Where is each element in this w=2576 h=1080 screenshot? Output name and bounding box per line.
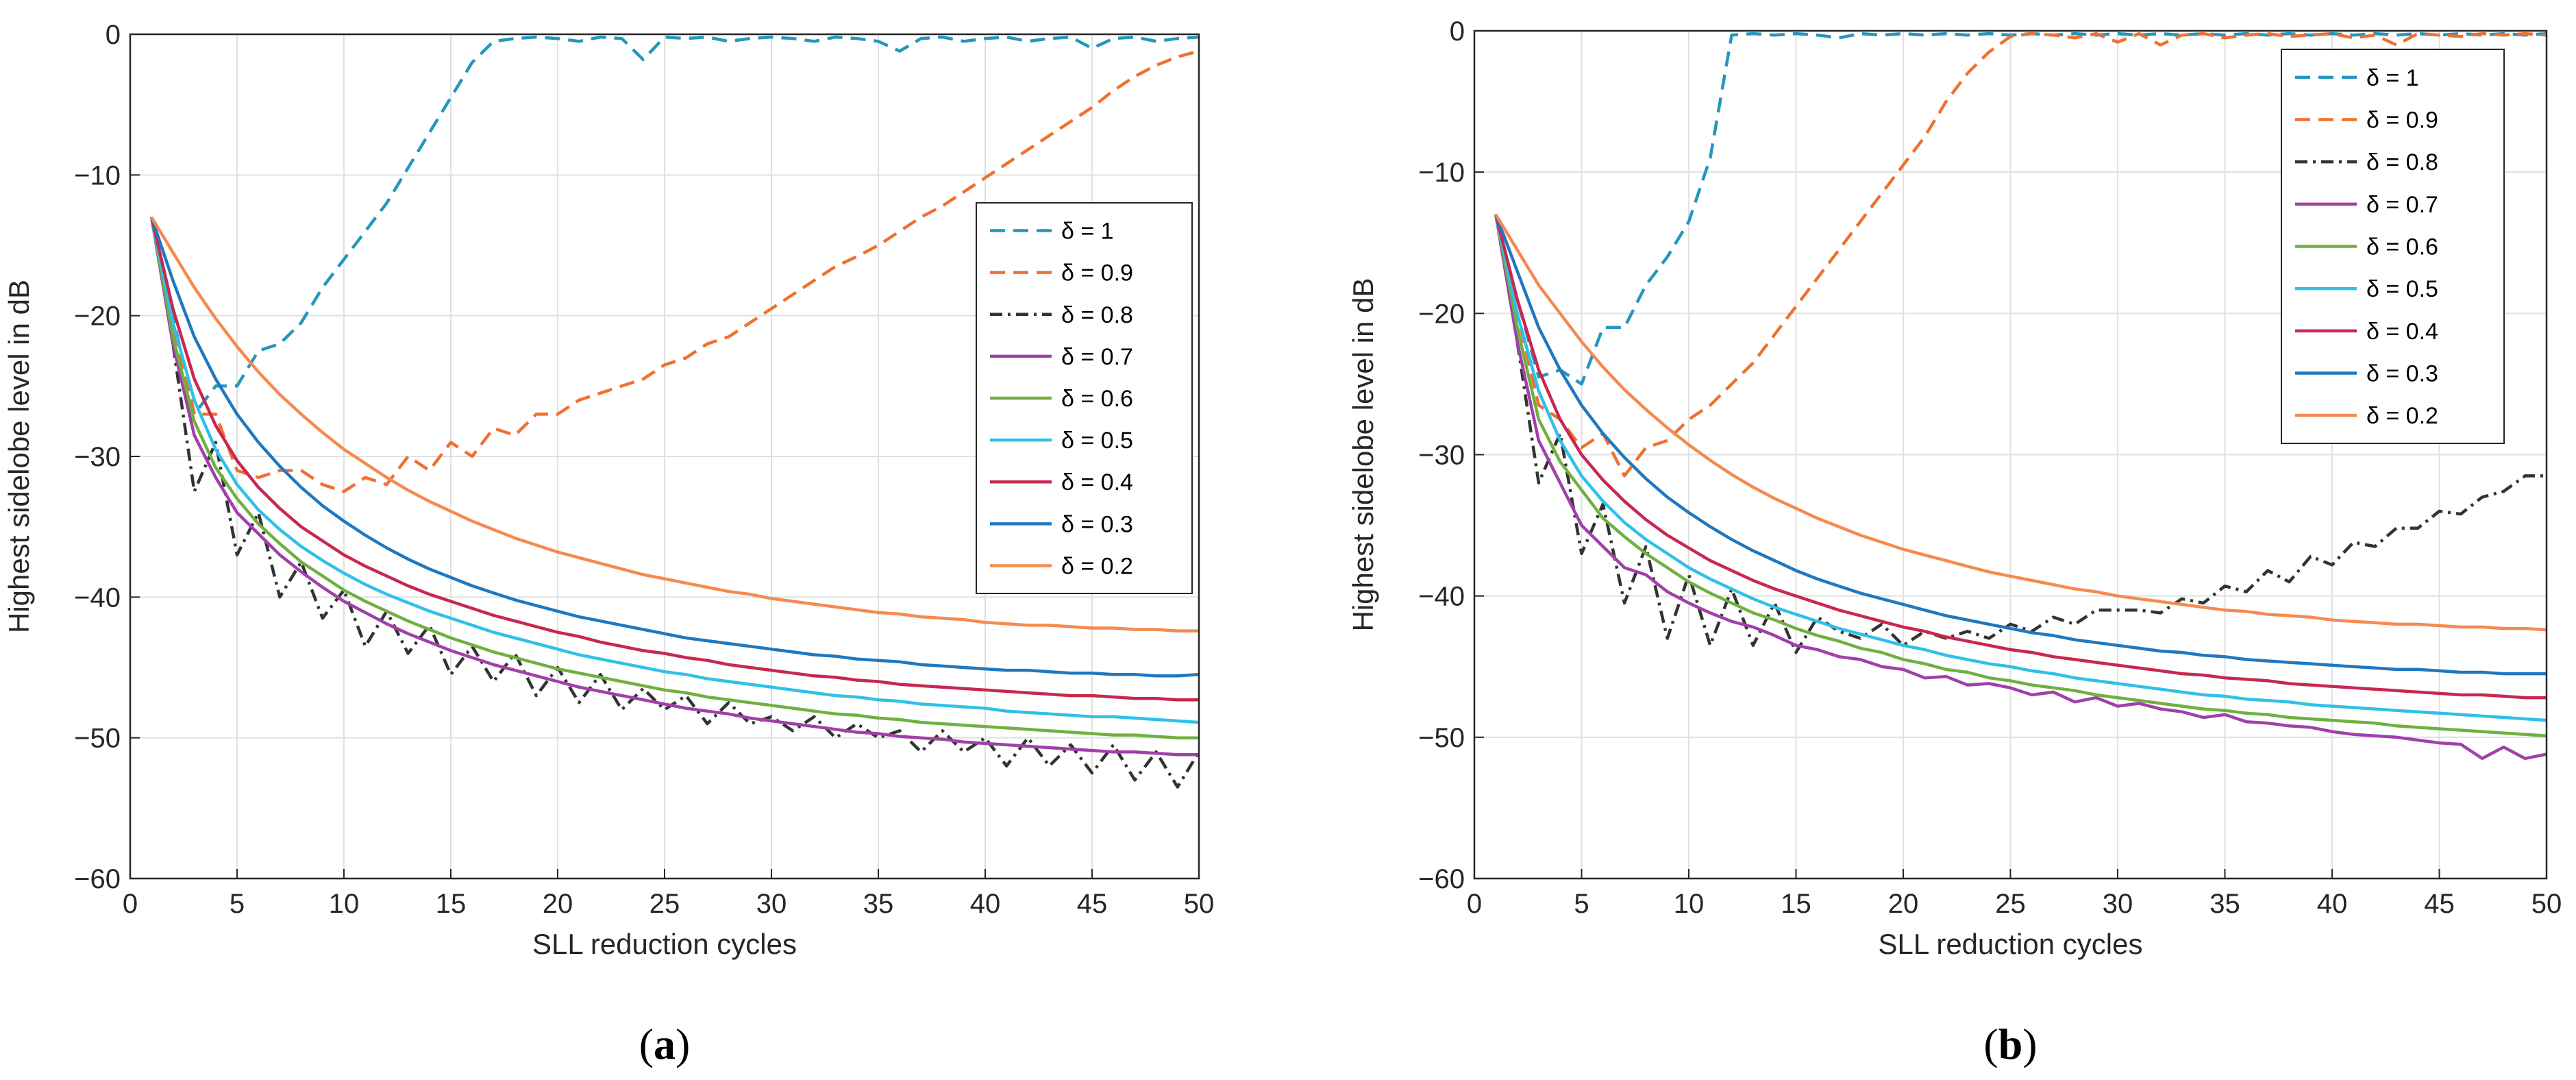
- x-tick-label: 35: [2209, 889, 2240, 919]
- x-tick-label: 10: [1674, 889, 1705, 919]
- legend-label: δ = 1: [1061, 219, 1114, 245]
- legend: δ = 1 δ = 0.9 δ = 0.8 δ = 0.7 δ = 0.6 δ = 0.5…: [976, 202, 1193, 594]
- y-axis-label: Highest sidelobe level in dB: [3, 280, 35, 633]
- y-tick-label: −50: [74, 724, 121, 754]
- y-tick-label: 0: [1450, 16, 1465, 47]
- series-line-3: [1494, 214, 2547, 761]
- legend-label: δ = 0.6: [2366, 234, 2438, 260]
- series-line-5: [1494, 214, 2547, 722]
- legend-label: δ = 0.5: [2366, 276, 2438, 302]
- x-tick-label: 5: [1574, 889, 1589, 919]
- x-tick-label: 0: [123, 889, 138, 919]
- figure-caption: (b): [1983, 1020, 2037, 1068]
- legend-label: δ = 0.2: [2366, 403, 2438, 429]
- y-tick-label: −30: [74, 442, 121, 472]
- y-tick-label: −10: [1418, 158, 1465, 188]
- series-line-2: [1494, 214, 2547, 654]
- x-tick-label: 50: [2531, 889, 2562, 919]
- y-tick-label: −20: [74, 302, 121, 332]
- x-tick-label: 15: [1781, 889, 1811, 919]
- legend-label: δ = 0.3: [2366, 361, 2438, 387]
- x-tick-label: 0: [1467, 889, 1482, 919]
- legend-label: δ = 0.9: [1061, 260, 1133, 286]
- legend-label: δ = 0.2: [1061, 553, 1133, 579]
- x-tick-label: 20: [543, 889, 573, 919]
- x-tick-label: 40: [970, 889, 1001, 919]
- series-line-7: [150, 217, 1199, 678]
- legend-label: δ = 0.4: [2366, 319, 2438, 345]
- legend-label: δ = 0.8: [2366, 149, 2438, 175]
- x-tick-label: 10: [329, 889, 360, 919]
- chart-b: 0 5 10 15 20 25 30 35 40 45 50 0 −10 −20 −30 −40 −50 −60 S…: [1347, 16, 2562, 1068]
- y-tick-label: −30: [1418, 441, 1465, 471]
- x-axis-label: SLL reduction cycles: [1879, 928, 2143, 960]
- axes-frame: [129, 33, 1200, 880]
- y-tick-label: −10: [74, 160, 121, 191]
- y-tick-label: −50: [1418, 723, 1465, 753]
- legend-label: δ = 0.5: [1061, 428, 1133, 454]
- y-tick-label: 0: [106, 20, 121, 50]
- y-axis-label: Highest sidelobe level in dB: [1347, 278, 1379, 632]
- series-line-1: [149, 49, 1199, 493]
- chart-a: 0 5 10 15 20 25 30 35 40 45 50 0 −10 −20 −30 −40 −50 −60 S…: [3, 20, 1214, 1068]
- x-tick-label: 25: [649, 889, 680, 919]
- legend-label: δ = 0.9: [2366, 108, 2438, 134]
- series-line-6: [150, 217, 1199, 702]
- legend-label: δ = 0.3: [1061, 511, 1133, 537]
- legend-label: δ = 1: [2366, 65, 2419, 91]
- y-tick-label: −40: [74, 582, 121, 613]
- legend-label: δ = 0.7: [1061, 344, 1133, 370]
- series-line-4: [149, 217, 1199, 739]
- x-tick-label: 25: [1995, 889, 2026, 919]
- x-tick-label: 5: [230, 889, 245, 919]
- legend-label: δ = 0.4: [1061, 469, 1133, 495]
- figure-caption: (a): [639, 1020, 691, 1068]
- x-tick-label: 45: [1077, 889, 1108, 919]
- legend: δ = 1 δ = 0.9 δ = 0.8 δ = 0.7 δ = 0.6 δ = 0.5…: [2281, 49, 2505, 444]
- series-line-1: [1494, 32, 2547, 478]
- y-tick-label: −40: [1418, 582, 1465, 612]
- legend-label: δ = 0.8: [1061, 302, 1133, 328]
- x-axis-label: SLL reduction cycles: [532, 928, 797, 960]
- y-tick-label: −60: [1418, 864, 1465, 894]
- series-line-8: [150, 216, 1199, 633]
- x-tick-label: 15: [436, 889, 467, 919]
- x-tick-label: 30: [2103, 889, 2133, 919]
- x-tick-label: 35: [863, 889, 894, 919]
- x-tick-label: 20: [1888, 889, 1919, 919]
- series-line-2: [149, 217, 1199, 789]
- series-line-0: [150, 35, 1199, 416]
- series-line-7: [1494, 214, 2547, 676]
- series-line-8: [1494, 213, 2547, 632]
- series-line-5: [149, 217, 1199, 724]
- legend-label: δ = 0.6: [1061, 386, 1133, 412]
- y-tick-label: −60: [74, 864, 121, 894]
- series-line-6: [1494, 214, 2547, 700]
- series-line-3: [149, 217, 1199, 757]
- series-line-4: [1494, 214, 2547, 738]
- x-tick-label: 50: [1184, 889, 1215, 919]
- legend-label: δ = 0.7: [2366, 192, 2438, 218]
- axes-frame: [1473, 29, 2548, 880]
- x-tick-label: 40: [2317, 889, 2348, 919]
- y-tick-label: −20: [1418, 299, 1465, 329]
- x-tick-label: 30: [756, 889, 787, 919]
- x-tick-label: 45: [2424, 889, 2455, 919]
